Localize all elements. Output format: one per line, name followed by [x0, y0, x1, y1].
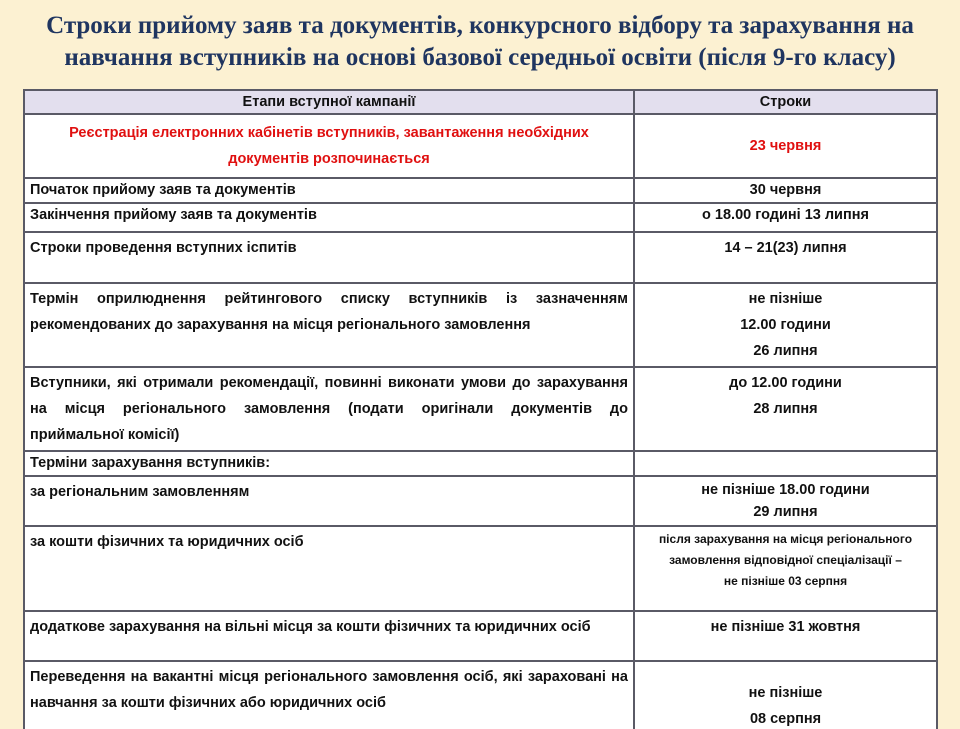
table-row: Термін оприлюднення рейтингового списку … — [23, 282, 938, 368]
table-row: Терміни зарахування вступників: — [23, 450, 938, 477]
header-terms: Строки — [633, 89, 938, 115]
term-line: після зарахування на місця регіонального… — [658, 532, 913, 567]
stage-cell: Переведення на вакантні місця регіональн… — [23, 660, 635, 729]
term-line: 29 липня — [753, 504, 818, 520]
term-cell: 23 червня — [633, 113, 938, 179]
stage-cell: Реєстрація електронних кабінетів вступни… — [23, 113, 635, 179]
stage-cell: Термін оприлюднення рейтингового списку … — [23, 282, 635, 368]
table-row: Вступники, які отримали рекомендації, по… — [23, 366, 938, 452]
stage-cell: за кошти фізичних та юридичних осіб — [23, 525, 635, 612]
stage-cell: Вступники, які отримали рекомендації, по… — [23, 366, 635, 452]
term-line: не пізніше 18.00 години — [701, 482, 870, 498]
term-line: 08 серпня — [749, 711, 822, 727]
table-row: Закінчення прийому заяв та документів о … — [23, 202, 938, 233]
table-row: Початок прийому заяв та документів 30 че… — [23, 177, 938, 204]
table-row: Строки проведення вступних іспитів 14 – … — [23, 231, 938, 284]
term-line: не пізніше 03 серпня — [723, 574, 848, 588]
stage-cell: Початок прийому заяв та документів — [23, 177, 635, 204]
stage-cell: Закінчення прийому заяв та документів — [23, 202, 635, 233]
term-cell: після зарахування на місця регіонального… — [633, 525, 938, 612]
term-cell — [633, 450, 938, 477]
stage-cell: Строки проведення вступних іспитів — [23, 231, 635, 284]
admission-schedule-table: Етапи вступної кампанії Строки Реєстраці… — [23, 89, 938, 729]
page-title: Строки прийому заяв та документів, конку… — [46, 12, 914, 71]
term-cell: не пізніше 18.00 години 29 липня — [633, 475, 938, 527]
header-stages: Етапи вступної кампанії — [23, 89, 635, 115]
table-row: за кошти фізичних та юридичних осіб післ… — [23, 525, 938, 612]
table-row: Переведення на вакантні місця регіональн… — [23, 660, 938, 729]
term-line: 26 липня — [753, 343, 818, 359]
term-line: 12.00 години — [740, 317, 831, 333]
term-cell: 14 – 21(23) липня — [633, 231, 938, 284]
term-line: до 12.00 години — [729, 375, 842, 391]
term-line: 28 липня — [753, 401, 818, 417]
table-row: за регіональним замовленням не пізніше 1… — [23, 475, 938, 527]
term-line: не пізніше — [748, 291, 823, 307]
term-line: не пізніше — [748, 685, 823, 701]
stage-cell: Терміни зарахування вступників: — [23, 450, 635, 477]
term-cell: не пізніше 08 серпня — [633, 660, 938, 729]
table-row: Реєстрація електронних кабінетів вступни… — [23, 113, 938, 179]
table-row: додаткове зарахування на вільні місця за… — [23, 610, 938, 662]
table-header-row: Етапи вступної кампанії Строки — [23, 89, 938, 115]
term-cell: о 18.00 годині 13 липня — [633, 202, 938, 233]
term-cell: не пізніше 31 жовтня — [633, 610, 938, 662]
term-cell: до 12.00 години 28 липня — [633, 366, 938, 452]
term-cell: 30 червня — [633, 177, 938, 204]
stage-cell: додаткове зарахування на вільні місця за… — [23, 610, 635, 662]
stage-cell: за регіональним замовленням — [23, 475, 635, 527]
term-cell: не пізніше 12.00 години 26 липня — [633, 282, 938, 368]
